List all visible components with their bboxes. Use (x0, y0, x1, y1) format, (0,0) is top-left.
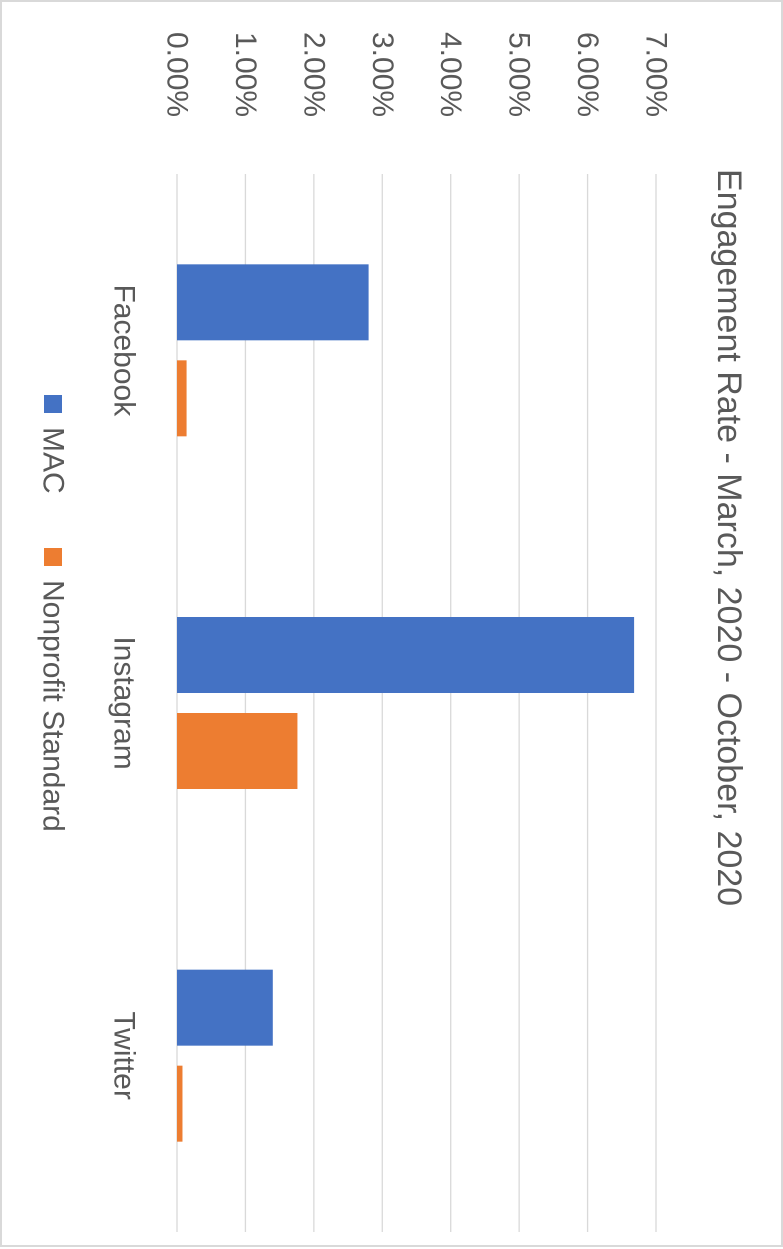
legend-swatch-nonprofit-standard (44, 548, 62, 566)
legend-label-nonprofit-standard: Nonprofit Standard (37, 580, 70, 832)
bar-mac-facebook (177, 264, 369, 341)
legend: MAC Nonprofit Standard (37, 395, 70, 832)
y-tick-label: 2.00% (297, 32, 330, 117)
y-tick-label: 4.00% (434, 32, 467, 117)
bar-mac-twitter (177, 969, 273, 1046)
y-tick-label: 1.00% (229, 32, 262, 117)
y-tick-label: 0.00% (161, 32, 194, 117)
y-tick-label: 7.00% (640, 32, 673, 117)
chart-title: Engagement Rate - March, 2020 - October,… (710, 169, 748, 906)
y-tick-label: 3.00% (366, 32, 399, 117)
bar-nonprofit-standard-twitter (177, 1065, 183, 1142)
bar-mac-instagram (177, 617, 635, 693)
category-label: Instagram (108, 636, 141, 769)
text-layer: Engagement Rate - March, 2020 - October,… (37, 169, 749, 906)
plot-area: 0.00% 1.00% 2.00% 3.00% 4.00% 5.00% 6.00% 7.00%… (108, 32, 673, 1232)
legend-swatch-mac (44, 395, 62, 413)
category-label: Twitter (108, 1011, 141, 1099)
y-tick-label: 6.00% (571, 32, 604, 117)
bar-nonprofit-standard-instagram (177, 713, 298, 789)
y-tick-label: 5.00% (503, 32, 536, 117)
bar-nonprofit-standard-facebook (177, 360, 187, 437)
category-label: Facebook (108, 284, 141, 417)
legend-label-mac: MAC (37, 427, 70, 494)
